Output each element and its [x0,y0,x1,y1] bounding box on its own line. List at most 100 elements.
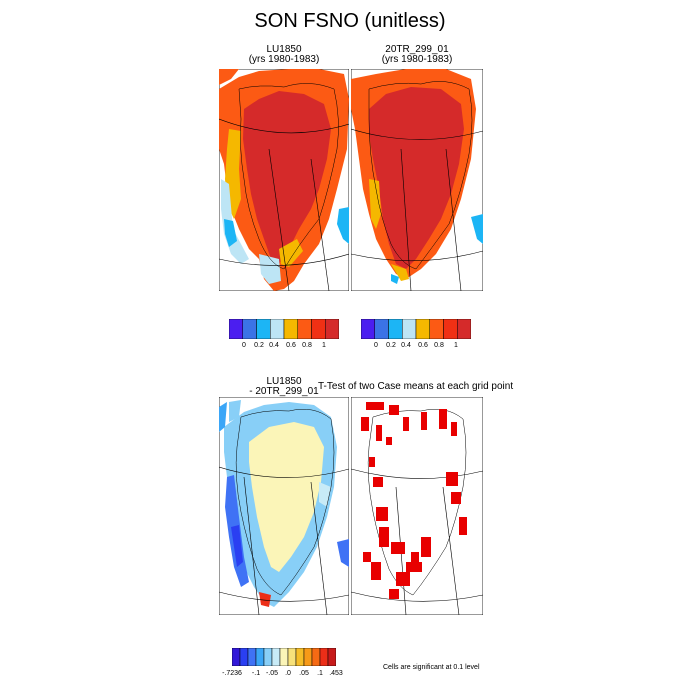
colorbar-swatch [297,318,312,340]
colorbar-label: .453 [329,670,343,677]
colorbar-swatch [283,318,298,340]
colorbar-swatch [228,318,243,340]
significant-cell [403,417,409,431]
colorbar-swatch [360,318,375,340]
colorbar-label: 0.8 [302,342,312,349]
significant-cell [391,542,405,554]
significant-cell [373,477,383,487]
map-panel-ttest [351,397,483,615]
colorbar-swatch [374,318,389,340]
map-panel-lu1850 [219,69,349,291]
map-significance [351,397,483,615]
colorbar-swatch [429,318,444,340]
colorbar-swatch [242,318,257,340]
panel-case-name: LU1850 [266,44,302,55]
colorbar-swatch [311,318,326,340]
panel-years: (yrs 1980-1983) [381,54,453,65]
panel-case-name: 20TR_299_01 [385,44,449,55]
map-panel-20tr [351,69,483,291]
significant-cell [363,552,371,562]
colorbar-swatches [231,647,337,667]
significant-cell [446,472,458,486]
colorbar-label: .05 [299,670,309,677]
colorbar-label: 0.2 [254,342,264,349]
significant-cell [386,437,392,445]
significant-cell [421,412,427,430]
diff-line1: LU1850 [266,376,302,387]
colorbar-swatch [388,318,403,340]
map-20tr [351,69,483,291]
colorbar-swatch [319,647,329,667]
panel-title-ttest: T-Test of two Case means at each grid po… [318,381,514,392]
colorbar-label: 1 [322,342,326,349]
colorbar-swatch [263,647,273,667]
colorbar-label: 0.4 [401,342,411,349]
map-panel-difference [219,397,349,615]
colorbar-swatch [256,318,271,340]
colorbar-swatch [457,318,472,340]
colorbar-swatch [443,318,458,340]
colorbar-labels-difference: -.7236 -.1 -.05 .0 .05 .1 .453 [222,670,343,680]
colorbar-swatch [239,647,249,667]
colorbar-swatch [303,647,313,667]
significant-cell [369,457,375,467]
significant-cell [451,422,457,436]
colorbar-lu1850 [228,318,340,344]
colorbar-label: 0.6 [418,342,428,349]
map-lu1850 [219,69,349,291]
significant-cell [389,589,399,599]
colorbar-label: .1 [317,670,323,677]
significant-cell [371,562,381,580]
colorbar-swatches [228,318,340,340]
colorbar-label: .0 [285,670,291,677]
significant-cell [389,405,399,415]
colorbar-labels-20tr: 0 0.2 0.4 0.6 0.8 1 [361,342,471,352]
colorbar-swatch [247,647,257,667]
significant-cell [396,572,410,586]
significant-cell [379,527,389,547]
colorbar-label: -.7236 [222,670,242,677]
significant-cells [361,402,467,599]
colorbar-swatch [271,647,281,667]
colorbar-swatch [325,318,340,340]
significant-cell [459,517,467,535]
colorbar-label: -.05 [265,670,279,677]
colorbar-label: 0.6 [286,342,296,349]
colorbar-20tr [360,318,472,344]
significant-cell [376,507,388,521]
colorbar-swatch [295,647,305,667]
colorbar-difference [231,647,337,671]
map-difference [219,397,349,615]
colorbar-labels-lu1850: 0 0.2 0.4 0.6 0.8 1 [229,342,339,352]
colorbar-label: 1 [454,342,458,349]
colorbar-label: 0 [374,342,378,349]
significant-cell [361,417,369,431]
colorbar-swatch [415,318,430,340]
colorbar-label: -.1 [251,670,261,677]
colorbar-label: 0.2 [386,342,396,349]
significant-cell [366,402,384,410]
colorbar-label: 0.4 [269,342,279,349]
panel-title-difference: LU1850 - 20TR_299_01 [219,377,349,397]
significant-cell [411,552,419,564]
colorbar-swatch [270,318,285,340]
significant-cell [376,425,382,441]
colorbar-swatch [402,318,417,340]
panel-years: (yrs 1980-1983) [248,54,320,65]
colorbar-swatch [327,647,337,667]
colorbar-swatch [255,647,265,667]
colorbar-label: 0.8 [434,342,444,349]
significant-cell [439,409,447,429]
colorbar-swatch [231,647,241,667]
figure-title: SON FSNO (unitless) [254,10,446,32]
colorbar-label: 0 [242,342,246,349]
colorbar-swatch [279,647,289,667]
colorbar-swatch [287,647,297,667]
panel-title-lu1850: LU1850 (yrs 1980-1983) [219,45,349,65]
panel-title-20tr: 20TR_299_01 (yrs 1980-1983) [351,45,483,65]
significant-cell [406,562,422,572]
colorbar-swatches [360,318,472,340]
significance-note: Cells are significant at 0.1 level [383,664,480,671]
colorbar-swatch [311,647,321,667]
significant-cell [421,537,431,557]
